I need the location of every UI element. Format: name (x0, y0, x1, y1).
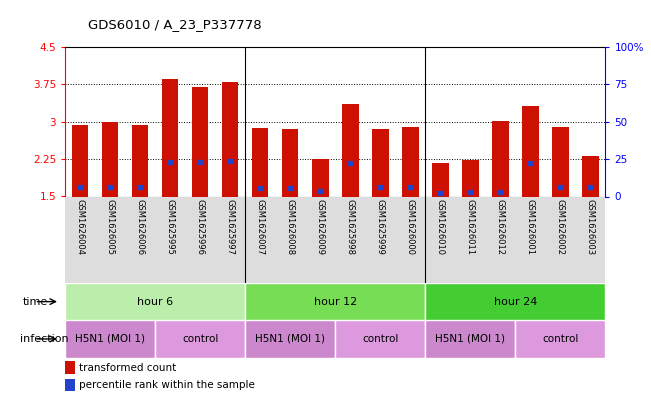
Text: H5N1 (MOI 1): H5N1 (MOI 1) (255, 334, 326, 344)
Text: GDS6010 / A_23_P337778: GDS6010 / A_23_P337778 (88, 18, 262, 31)
Text: GSM1626004: GSM1626004 (76, 199, 85, 255)
Text: GSM1626002: GSM1626002 (556, 199, 565, 255)
Text: GSM1625997: GSM1625997 (226, 199, 235, 255)
Bar (335, 320, 425, 358)
Text: time: time (23, 297, 48, 307)
Bar (155, 320, 245, 358)
Text: GSM1626010: GSM1626010 (436, 199, 445, 255)
Bar (252, 128, 268, 196)
Text: GSM1626006: GSM1626006 (135, 199, 145, 255)
Text: GSM1625999: GSM1625999 (376, 199, 385, 255)
Text: control: control (542, 334, 579, 344)
Text: GSM1626011: GSM1626011 (466, 199, 475, 255)
Text: GSM1625998: GSM1625998 (346, 199, 355, 255)
Bar (312, 159, 329, 196)
Bar (516, 320, 605, 358)
Text: GSM1626003: GSM1626003 (586, 199, 595, 255)
Bar (65, 379, 75, 391)
Bar (582, 156, 599, 196)
Text: control: control (362, 334, 398, 344)
Bar (65, 283, 245, 320)
Bar (432, 163, 449, 196)
Text: GSM1625996: GSM1625996 (196, 199, 204, 255)
Text: GSM1626000: GSM1626000 (406, 199, 415, 255)
Bar (192, 87, 208, 196)
Text: hour 24: hour 24 (493, 297, 537, 307)
Bar (282, 129, 299, 196)
Text: GSM1626009: GSM1626009 (316, 199, 325, 255)
Bar (425, 283, 605, 320)
Bar (222, 82, 238, 196)
Text: transformed count: transformed count (79, 362, 176, 373)
Text: hour 12: hour 12 (314, 297, 357, 307)
Bar (65, 320, 155, 358)
Text: GSM1626005: GSM1626005 (105, 199, 115, 255)
Bar (402, 127, 419, 196)
Bar (462, 160, 478, 196)
Bar (552, 127, 569, 196)
Text: infection: infection (20, 334, 68, 344)
Text: H5N1 (MOI 1): H5N1 (MOI 1) (436, 334, 505, 344)
Text: control: control (182, 334, 218, 344)
Bar (492, 121, 508, 196)
Text: GSM1626001: GSM1626001 (526, 199, 535, 255)
Bar (102, 122, 118, 196)
Bar (65, 361, 75, 373)
Text: GSM1626012: GSM1626012 (496, 199, 505, 255)
Text: hour 6: hour 6 (137, 297, 173, 307)
Bar (245, 283, 425, 320)
Text: GSM1626007: GSM1626007 (256, 199, 265, 255)
Text: GSM1626008: GSM1626008 (286, 199, 295, 255)
Text: GSM1625995: GSM1625995 (165, 199, 174, 255)
Bar (372, 129, 389, 196)
Bar (72, 125, 89, 196)
Bar (342, 105, 359, 196)
Bar (425, 320, 516, 358)
Bar (522, 106, 538, 196)
Bar (132, 125, 148, 196)
Bar (162, 79, 178, 196)
Text: H5N1 (MOI 1): H5N1 (MOI 1) (75, 334, 145, 344)
Text: percentile rank within the sample: percentile rank within the sample (79, 380, 255, 390)
Bar (245, 320, 335, 358)
